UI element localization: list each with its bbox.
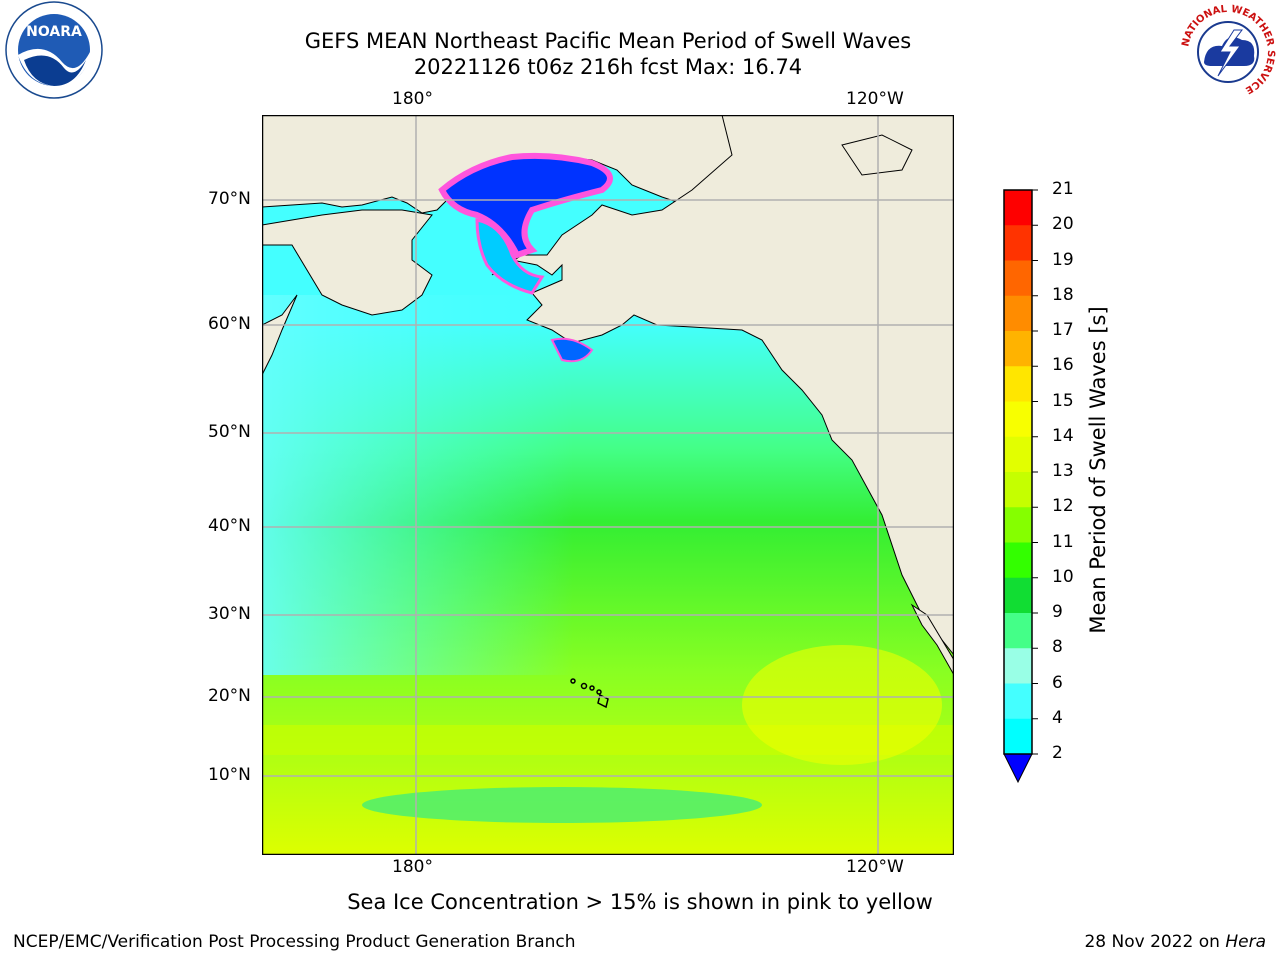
lat-label-70n: 70°N: [208, 189, 251, 209]
sea-ice-note: Sea Ice Concentration > 15% is shown in …: [347, 890, 933, 914]
colorbar-swatch: [1004, 436, 1032, 473]
colorbar-swatch: [1004, 472, 1032, 508]
colorbar-tick-label: 2: [1052, 743, 1063, 763]
noaa-logo: NOARA: [4, 0, 104, 104]
sea-ice-zone: [438, 152, 613, 259]
colorbar-swatch: [1004, 331, 1032, 367]
colorbar-tick-label: 8: [1052, 637, 1063, 658]
lat-label-60n: 60°N: [208, 314, 251, 334]
colorbar-tick-label: 20: [1052, 214, 1074, 235]
land-siberia: [262, 209, 433, 316]
colorbar-swatch: [1004, 225, 1032, 261]
graticule: [262, 115, 954, 855]
colorbar-tick-label: 4: [1052, 707, 1063, 728]
svg-text:NOARA: NOARA: [26, 24, 82, 40]
map-subtitle: 20221126 t06z 216h fcst Max: 16.74: [413, 55, 803, 79]
colorbar-swatch: [1004, 542, 1032, 579]
colorbar-swatch: [1004, 507, 1032, 543]
colorbar-swatch: [1004, 613, 1032, 649]
lon-label-bottom-120w: 120°W: [846, 857, 904, 877]
colorbar-swatch: [1004, 366, 1032, 402]
bristol-bay-ice: [550, 337, 594, 363]
footer-host: Hera: [1225, 932, 1266, 952]
lon-label-top-120w: 120°W: [846, 89, 904, 109]
lat-label-10n: 10°N: [208, 765, 251, 785]
colorbar-title: Mean Period of Swell Waves [s]: [1086, 306, 1110, 634]
lat-label-30n: 30°N: [208, 604, 251, 624]
lat-label-20n: 20°N: [208, 686, 251, 706]
colorbar-swatch: [1004, 577, 1032, 614]
map-frame: [262, 115, 954, 855]
land-arctic-islands: [841, 134, 913, 176]
colorbar-tick-label: 19: [1052, 249, 1074, 270]
swell-period-map: [262, 115, 954, 855]
colorbar-swatch: [1004, 718, 1032, 755]
ocean-band-cool: [362, 787, 762, 823]
colorbar-tick-label: 18: [1052, 284, 1074, 305]
nws-logo: NATIONAL WEATHER SERVICE: [1176, 0, 1280, 108]
colorbar-swatch: [1004, 260, 1032, 297]
colorbar-tick-label: 9: [1052, 602, 1063, 622]
lat-label-40n: 40°N: [208, 516, 251, 536]
footer-date: 28 Nov 2022 on Hera: [1084, 932, 1266, 952]
lon-label-bottom-180: 180°: [392, 857, 433, 877]
colorbar-tick-label: 13: [1052, 461, 1074, 481]
colorbar-under-triangle: [1003, 753, 1033, 784]
colorbar-tick-label: 17: [1052, 320, 1074, 340]
colorbar: [1003, 189, 1038, 784]
colorbar-tick-label: 15: [1052, 390, 1074, 411]
colorbar-tick-label: 16: [1052, 355, 1074, 376]
land-alaska-canada: [491, 115, 954, 656]
land-kamchatka: [262, 294, 298, 376]
colorbar-tick-label: 14: [1052, 425, 1074, 446]
colorbar-swatch: [1004, 401, 1032, 438]
colorbar-swatch: [1004, 295, 1032, 332]
footer-date-text: 28 Nov 2022 on: [1084, 932, 1226, 952]
map-title: GEFS MEAN Northeast Pacific Mean Period …: [304, 29, 912, 53]
colorbar-tick-label: 12: [1052, 496, 1074, 517]
colorbar-swatch: [1004, 648, 1032, 684]
bering-ice-edge: [475, 218, 545, 295]
colorbar-tick-label: 6: [1052, 672, 1063, 693]
footer-branch: NCEP/EMC/Verification Post Processing Pr…: [13, 932, 576, 952]
lat-label-50n: 50°N: [208, 422, 251, 442]
colorbar-tick-label: 10: [1052, 566, 1074, 587]
lon-label-top-180: 180°: [392, 89, 433, 109]
colorbar-tick-label: 21: [1052, 179, 1074, 199]
colorbar-tick-label: 11: [1052, 531, 1074, 552]
ocean-band-warm: [742, 645, 942, 765]
colorbar-swatch: [1004, 683, 1032, 720]
colorbar-swatch: [1004, 190, 1032, 226]
